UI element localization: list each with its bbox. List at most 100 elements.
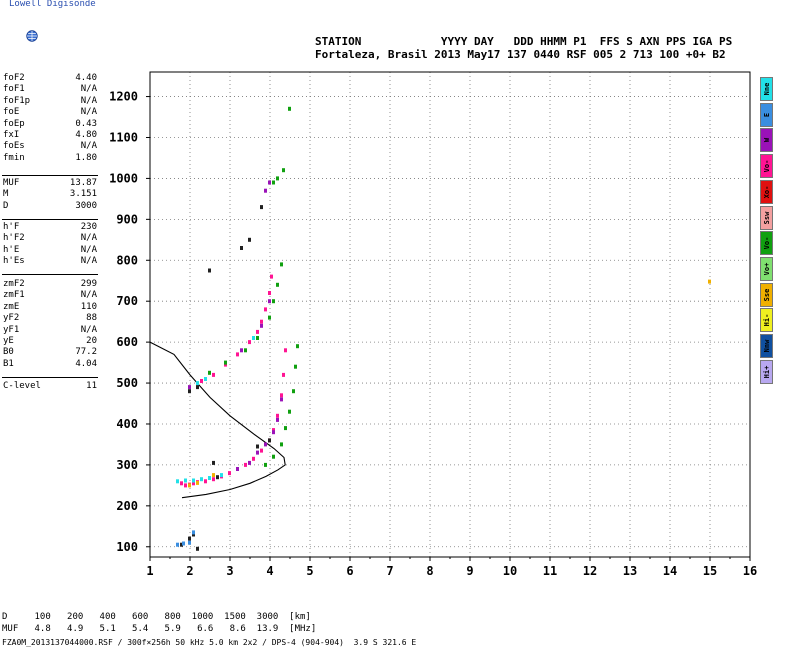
echo-point — [180, 542, 183, 547]
param-value: 4.40 — [75, 73, 97, 83]
legend-tab: Ssw — [760, 205, 773, 230]
param-value: 3000 — [75, 200, 97, 211]
param-value: 88 — [86, 313, 97, 324]
param-row: h'E N/A — [3, 245, 97, 256]
echo-point — [276, 176, 279, 181]
param-row: foEs N/A — [3, 141, 97, 152]
param-label: foEs — [3, 141, 25, 152]
param-separator — [2, 377, 98, 378]
param-label: foF2 — [3, 73, 25, 83]
param-row: zmF2 299 — [3, 279, 97, 290]
param-value: N/A — [80, 95, 97, 106]
echo-point — [260, 448, 263, 453]
param-label: zmF2 — [3, 279, 25, 289]
legend-tab: Vo- — [760, 154, 773, 179]
param-label: foE — [3, 107, 20, 118]
param-value: 110 — [80, 301, 97, 312]
y-tick-label: 300 — [116, 458, 138, 472]
x-tick-label: 6 — [346, 564, 353, 578]
echo-point — [208, 370, 211, 375]
x-tick-label: 15 — [703, 564, 717, 578]
echo-point — [260, 323, 263, 328]
echo-point — [708, 279, 711, 284]
echo-point — [282, 168, 285, 173]
param-row: foF1 N/A — [3, 84, 97, 95]
x-tick-label: 12 — [583, 564, 597, 578]
x-tick-label: 14 — [663, 564, 677, 578]
legend-tab: Vo- — [760, 231, 773, 256]
echo-point — [188, 389, 191, 394]
echo-point — [296, 344, 299, 349]
echo-point — [280, 262, 283, 267]
echo-point — [244, 462, 247, 467]
param-value: N/A — [80, 324, 97, 335]
param-value: 13.87 — [69, 178, 97, 188]
echo-point — [192, 530, 195, 535]
chart-curves — [149, 341, 286, 499]
echo-point — [208, 268, 211, 273]
param-value: 4.04 — [75, 358, 97, 369]
x-tick-label: 10 — [503, 564, 517, 578]
legend-label: W — [762, 138, 771, 143]
legend-tab: Vo+ — [760, 256, 773, 281]
param-label: MUF — [3, 178, 20, 188]
header-line-2: Fortaleza, Brasil 2013 May17 137 0440 RS… — [315, 48, 726, 61]
echo-point — [216, 475, 219, 480]
param-value: N/A — [80, 290, 97, 301]
echo-point — [248, 237, 251, 242]
echo-point — [272, 428, 275, 433]
param-row: foE N/A — [3, 107, 97, 118]
logo-text: Lowell Digisonde — [9, 0, 96, 9]
param-label: h'Es — [3, 256, 25, 267]
echo-point — [260, 319, 263, 324]
param-label: fxI — [3, 130, 20, 140]
param-separator — [2, 274, 98, 275]
echo-point — [248, 340, 251, 345]
echo-point — [268, 315, 271, 320]
chart-points — [176, 106, 711, 551]
echo-point — [176, 479, 179, 484]
param-row: D 3000 — [3, 201, 97, 212]
x-tick-label: 4 — [266, 564, 273, 578]
echo-point — [204, 377, 207, 381]
echo-point — [212, 460, 215, 465]
echo-point — [264, 188, 267, 193]
echo-point — [204, 479, 207, 484]
x-tick-label: 1 — [146, 564, 153, 578]
param-value: N/A — [80, 107, 97, 118]
echo-point — [200, 379, 203, 383]
x-tick-label: 2 — [186, 564, 193, 578]
legend-label: E — [762, 112, 771, 117]
echo-point — [252, 456, 255, 461]
param-label: fmin — [3, 152, 25, 163]
legend-tab: Hi- — [760, 308, 773, 333]
x-tick-label: 9 — [466, 564, 473, 578]
echo-point — [212, 473, 215, 478]
y-tick-label: 600 — [116, 335, 138, 349]
param-label: h'F — [3, 222, 20, 232]
param-separator — [2, 175, 98, 176]
echo-point — [212, 477, 215, 482]
echo-point — [284, 348, 287, 353]
legend-tab: Nne — [760, 77, 773, 101]
legend-label: Vo+ — [762, 262, 771, 276]
y-tick-label: 1100 — [109, 130, 138, 144]
x-tick-label: 5 — [306, 564, 313, 578]
legend-label: Nnw — [762, 339, 771, 353]
echo-point — [280, 397, 283, 402]
echo-point — [276, 417, 279, 422]
echo-point — [280, 393, 283, 398]
param-row: fmin 1.80 — [3, 153, 97, 164]
param-value: 299 — [80, 279, 97, 289]
echo-point — [264, 442, 267, 447]
echo-point — [292, 389, 295, 394]
echo-point — [240, 246, 243, 250]
echo-point — [294, 364, 297, 369]
x-tick-label: 8 — [426, 564, 433, 578]
echo-point — [264, 462, 267, 467]
echo-point — [272, 180, 275, 185]
param-value: N/A — [80, 141, 97, 152]
legend-label: Ssw — [762, 211, 771, 224]
param-row: B0 77.2 — [3, 347, 97, 358]
echo-point — [196, 480, 199, 485]
